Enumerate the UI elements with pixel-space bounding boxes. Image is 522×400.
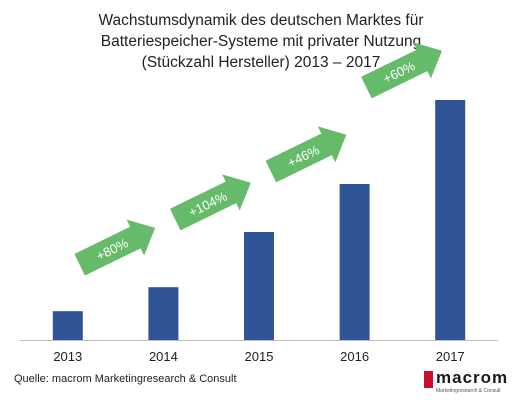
growth-arrow: +80% — [74, 219, 156, 276]
growth-arrow: +104% — [169, 174, 251, 231]
bar-2017 — [435, 100, 466, 340]
x-tick-label: 2014 — [149, 349, 178, 364]
bar-2016 — [339, 184, 370, 340]
source-note: Quelle: macrom Marketingresearch & Consu… — [14, 373, 237, 385]
growth-arrow: +60% — [361, 42, 442, 99]
logo-mark-icon — [424, 371, 433, 388]
x-tick-label: 2013 — [53, 349, 82, 364]
logo-name: macrom — [436, 368, 509, 387]
growth-arrow: +46% — [265, 126, 347, 183]
growth-arrow-shape — [169, 174, 251, 231]
chart-title-line-1: Wachstumsdynamik des deutschen Marktes f… — [98, 12, 424, 29]
chart-title-line-2: Batteriespeicher-Systeme mit privater Nu… — [100, 33, 422, 50]
chart-title-line-3: (Stückzahl Hersteller) 2013 – 2017 — [141, 54, 381, 71]
macrom-logo: macrom Marketingresearch & Consult — [424, 368, 514, 396]
bar-2013 — [52, 311, 83, 340]
growth-arrow-shape — [361, 42, 442, 99]
x-tick-label: 2017 — [436, 349, 465, 364]
chart-title: Wachstumsdynamik des deutschen Marktes f… — [0, 10, 522, 73]
bar-2014 — [148, 287, 179, 340]
bar-2015 — [244, 232, 274, 340]
logo-tagline: Marketingresearch & Consult — [436, 388, 501, 394]
growth-arrow-shape — [74, 219, 156, 276]
x-tick-label: 2016 — [340, 349, 369, 364]
growth-arrow-shape — [265, 126, 347, 183]
x-tick-label: 2015 — [245, 349, 274, 364]
